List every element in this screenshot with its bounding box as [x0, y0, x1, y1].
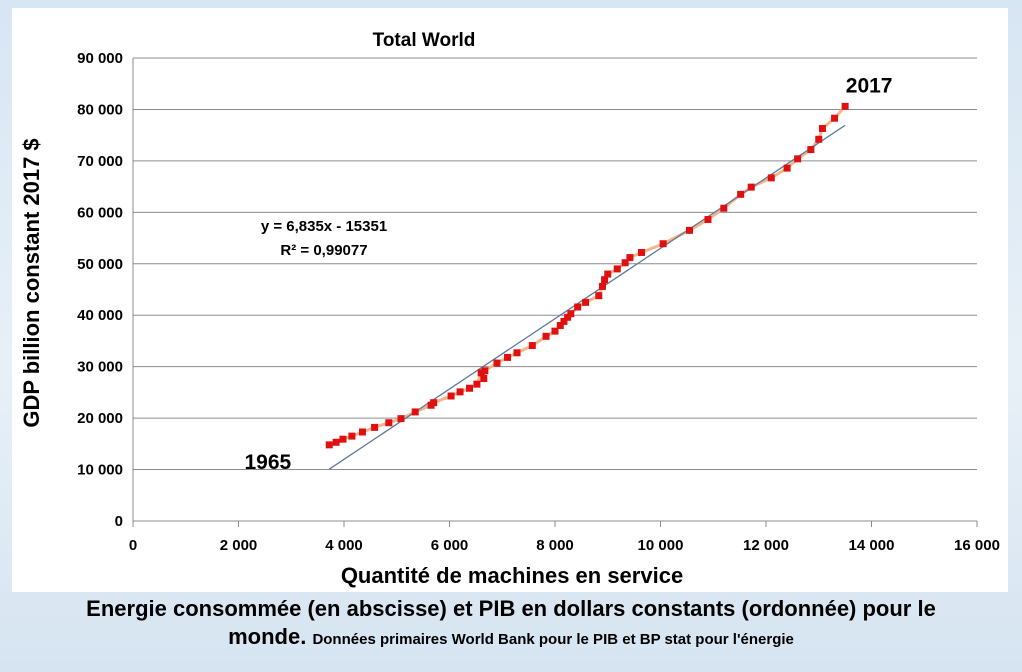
data-point [601, 276, 609, 284]
data-point [371, 423, 379, 431]
trendline-r-squared: R² = 0,99077 [280, 242, 367, 259]
data-point [737, 190, 745, 198]
data-point [564, 313, 572, 321]
data-point [493, 359, 501, 367]
y-axis-title: GDP billion constant 2017 $ [19, 138, 44, 427]
y-tick-label: 20 000 [77, 410, 123, 427]
data-point [477, 369, 485, 377]
y-tick-label: 30 000 [77, 359, 123, 376]
data-point [528, 342, 536, 350]
chart-title: Total World [373, 30, 476, 51]
data-point [385, 419, 393, 427]
data-point [747, 183, 755, 191]
data-point [473, 380, 481, 388]
data-point [325, 441, 333, 449]
x-tick-label: 12 000 [743, 537, 789, 554]
y-tick-label: 50 000 [77, 256, 123, 273]
data-point [818, 124, 826, 132]
data-point [397, 415, 405, 423]
data-point [456, 388, 464, 396]
y-tick-label: 40 000 [77, 307, 123, 324]
data-point [686, 226, 694, 234]
data-point [807, 146, 815, 154]
chart-panel: 0 10 000 20 000 30 000 40 000 50 000 60 000 70 … [12, 8, 1008, 592]
x-tick-label: 10 000 [638, 537, 684, 554]
data-point [638, 248, 646, 256]
trendline-equation: y = 6,835x - 15351 [261, 218, 387, 235]
series-line [328, 105, 847, 447]
x-tick-label: 8 000 [536, 537, 574, 554]
data-point [659, 240, 667, 248]
data-point [621, 259, 629, 267]
y-tick-label: 0 [115, 513, 123, 530]
y-tick-label: 90 000 [77, 50, 123, 67]
data-point [831, 114, 839, 122]
data-point [595, 292, 603, 300]
data-point [626, 254, 634, 262]
x-tick-label: 2 000 [220, 537, 258, 554]
data-point [339, 435, 347, 443]
x-axis-title: Quantité de machines en service [341, 563, 683, 588]
data-point [481, 367, 489, 375]
data-point [358, 428, 366, 436]
data-point [598, 282, 606, 290]
data-point [604, 270, 612, 278]
x-tick-label: 0 [129, 537, 137, 554]
data-point [466, 384, 474, 392]
caption-text-2: monde. [228, 624, 307, 649]
x-tick-label: 14 000 [849, 537, 895, 554]
data-point [794, 155, 802, 163]
caption-text-1: Energie consommée (en abscisse) et PIB e… [86, 596, 936, 621]
data-point [567, 310, 575, 318]
data-point [613, 265, 621, 273]
data-point [447, 392, 455, 400]
data-point [767, 174, 775, 182]
data-point [513, 349, 521, 357]
x-tick-label: 4 000 [325, 537, 363, 554]
data-point [551, 327, 559, 335]
data-point [841, 102, 849, 110]
caption-line-1: Energie consommée (en abscisse) et PIB e… [0, 596, 1022, 622]
y-tick-label: 10 000 [77, 462, 123, 479]
data-point [504, 353, 512, 361]
annotation-end-year: 2017 [846, 74, 893, 97]
data-point [720, 204, 728, 212]
data-point [480, 374, 488, 382]
trendline [328, 124, 846, 470]
data-point [411, 408, 419, 416]
annotation-start-year: 1965 [245, 451, 292, 474]
data-point [348, 432, 356, 440]
data-point [815, 135, 823, 143]
scatter-chart: 0 10 000 20 000 30 000 40 000 50 000 60 000 70 … [19, 30, 1000, 588]
data-point [704, 216, 712, 224]
data-point [430, 399, 438, 407]
data-point [783, 164, 791, 172]
data-point [556, 322, 564, 330]
data-point [542, 332, 550, 340]
y-tick-label: 80 000 [77, 101, 123, 118]
caption-source: Données primaires World Bank pour le PIB… [312, 631, 794, 648]
x-tick-label: 16 000 [954, 537, 1000, 554]
x-tick-label: 6 000 [431, 537, 469, 554]
y-tick-label: 60 000 [77, 204, 123, 221]
data-point [582, 298, 590, 306]
data-point [560, 317, 568, 325]
caption-line-2: monde. Données primaires World Bank pour… [0, 624, 1022, 650]
data-point [332, 438, 340, 446]
y-tick-label: 70 000 [77, 153, 123, 170]
data-point [574, 303, 582, 311]
